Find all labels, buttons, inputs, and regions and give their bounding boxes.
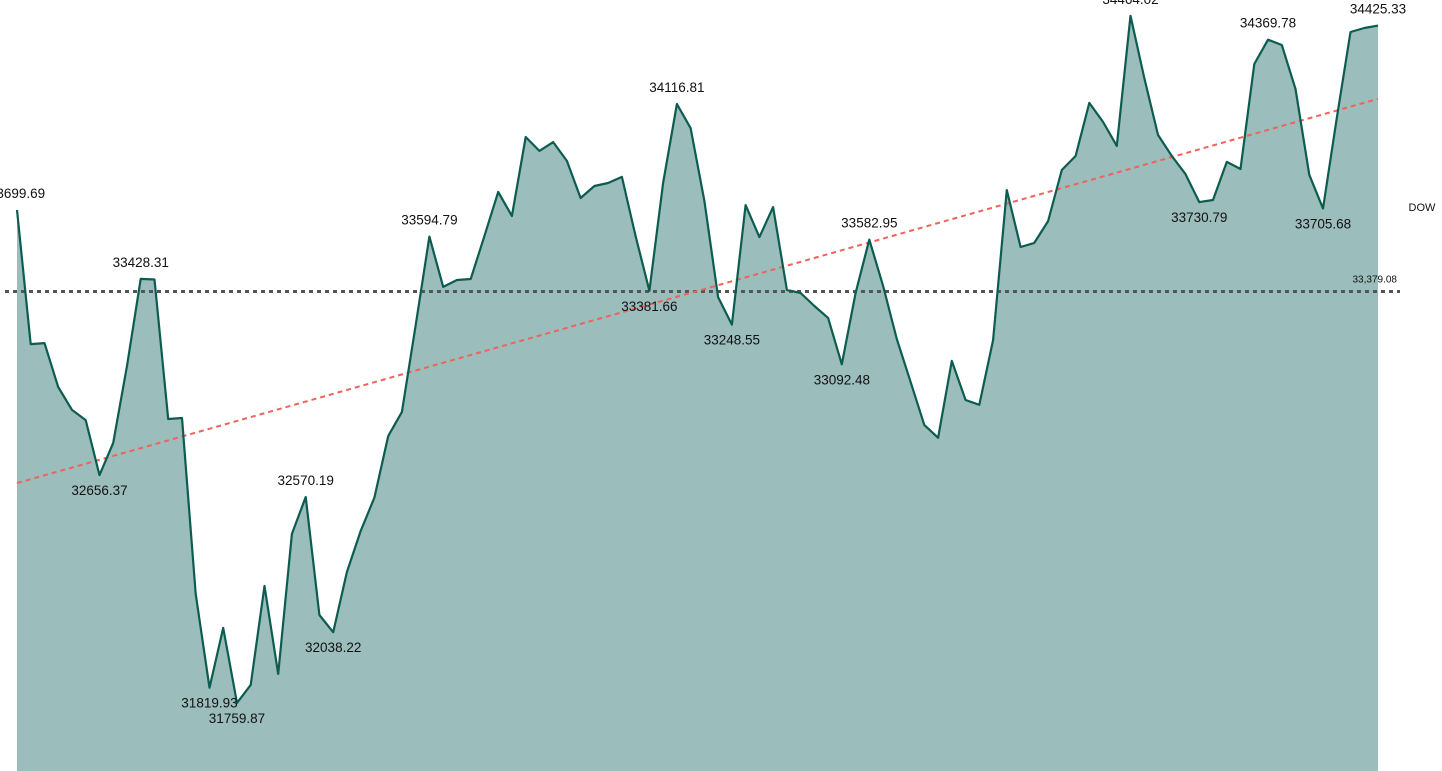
data-label: 32038.22 [305, 640, 361, 655]
data-label: 32656.37 [71, 483, 127, 498]
data-label: 33705.68 [1295, 216, 1351, 231]
data-label: 34116.81 [649, 80, 704, 95]
data-label: 32570.19 [278, 473, 334, 488]
line [15, 14, 1379, 704]
data-label: 34425.33 [1350, 2, 1406, 17]
data-label: 33594.79 [401, 213, 457, 228]
data-label: 33428.31 [113, 255, 169, 270]
data-label: 31759.87 [209, 711, 265, 726]
data-label: 34464.02 [1102, 0, 1158, 7]
data-label: 33699.69 [0, 186, 45, 201]
data-label: 33248.55 [704, 333, 760, 348]
area-fill [17, 15, 1378, 771]
data-label: 33092.48 [814, 372, 870, 387]
data-label: 33730.79 [1171, 210, 1227, 225]
data-label: 33381.66 [621, 299, 677, 314]
reference-label: 33,379.08 [1353, 274, 1398, 285]
data-label: 33582.95 [841, 216, 897, 231]
legend-entry: DOW [1409, 202, 1437, 214]
trend-line [16, 97, 1379, 485]
data-label: 34369.78 [1240, 16, 1296, 31]
data-label: 31819.93 [181, 696, 237, 711]
